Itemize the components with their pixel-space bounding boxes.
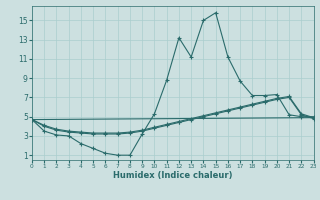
X-axis label: Humidex (Indice chaleur): Humidex (Indice chaleur) (113, 171, 233, 180)
